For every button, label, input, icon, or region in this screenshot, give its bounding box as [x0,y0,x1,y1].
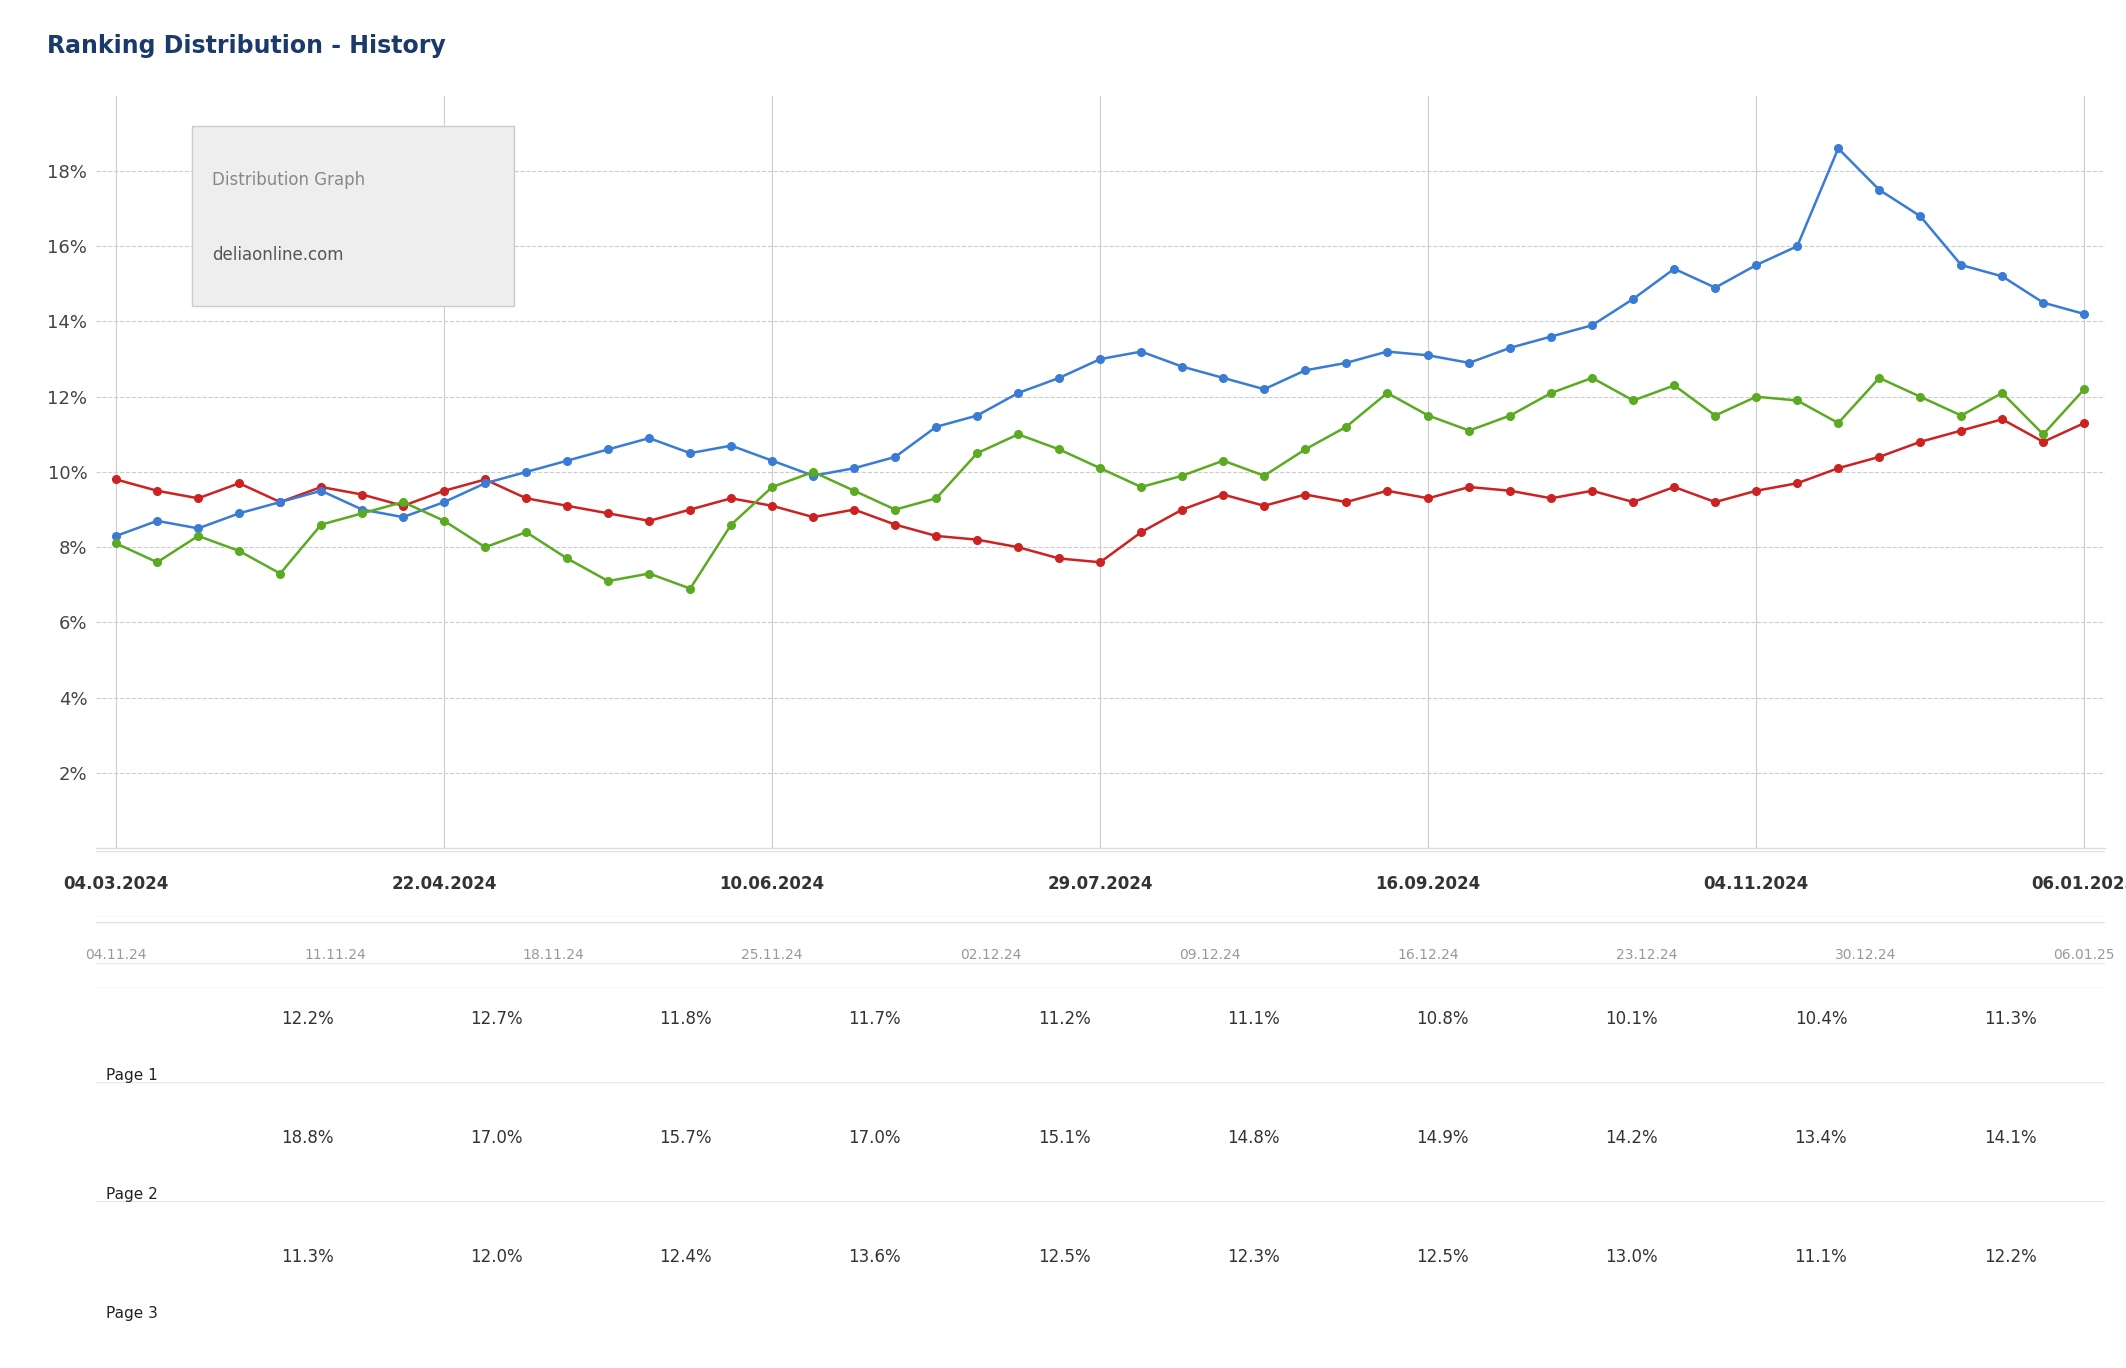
Text: 04.11.2024: 04.11.2024 [1703,874,1809,893]
Text: 29.07.2024: 29.07.2024 [1048,874,1152,893]
Text: 16.12.24: 16.12.24 [1397,948,1458,962]
FancyBboxPatch shape [191,126,514,306]
Text: 12.3%: 12.3% [1227,1248,1280,1267]
Text: 22.04.2024: 22.04.2024 [391,874,497,893]
Text: 12.4%: 12.4% [659,1248,712,1267]
Text: Page 2: Page 2 [106,1187,157,1201]
Text: 06.01.25: 06.01.25 [2054,948,2115,962]
Text: 02.12.24: 02.12.24 [961,948,1023,962]
Text: 23.12.24: 23.12.24 [1616,948,1677,962]
Text: 18.8%: 18.8% [281,1129,334,1148]
Text: 04.11.24: 04.11.24 [85,948,147,962]
Text: 11.1%: 11.1% [1227,1010,1280,1029]
Text: 12.5%: 12.5% [1416,1248,1469,1267]
Text: 11.8%: 11.8% [659,1010,712,1029]
Text: deliaonline.com: deliaonline.com [213,246,344,264]
Text: Page 1: Page 1 [106,1067,157,1082]
Text: 11.2%: 11.2% [1037,1010,1091,1029]
Text: 11.3%: 11.3% [1984,1010,2037,1029]
Text: 13.0%: 13.0% [1605,1248,1658,1267]
Text: 14.8%: 14.8% [1227,1129,1280,1148]
Text: 12.2%: 12.2% [281,1010,334,1029]
Text: ✓: ✓ [123,1131,134,1145]
Text: 16.09.2024: 16.09.2024 [1376,874,1482,893]
Text: 06.01.2025: 06.01.2025 [2032,874,2126,893]
Text: 14.2%: 14.2% [1605,1129,1658,1148]
Text: 10.8%: 10.8% [1416,1010,1469,1029]
Text: 13.6%: 13.6% [848,1248,901,1267]
Text: Ranking Distribution - History: Ranking Distribution - History [47,34,446,59]
Text: 13.4%: 13.4% [1794,1129,1847,1148]
Text: Page 3: Page 3 [106,1305,157,1320]
Text: 15.7%: 15.7% [659,1129,712,1148]
Text: 12.0%: 12.0% [470,1248,523,1267]
Text: 18.11.24: 18.11.24 [523,948,585,962]
Text: ✓: ✓ [123,1012,134,1026]
Text: 04.03.2024: 04.03.2024 [64,874,168,893]
Text: 10.06.2024: 10.06.2024 [719,874,825,893]
Text: 17.0%: 17.0% [848,1129,901,1148]
Text: 10.4%: 10.4% [1794,1010,1847,1029]
Text: 25.11.24: 25.11.24 [742,948,804,962]
Text: 15.1%: 15.1% [1037,1129,1091,1148]
Text: 11.11.24: 11.11.24 [304,948,366,962]
Text: 14.1%: 14.1% [1984,1129,2037,1148]
Text: Distribution Graph: Distribution Graph [213,171,366,189]
Text: 09.12.24: 09.12.24 [1178,948,1239,962]
Text: 11.7%: 11.7% [848,1010,901,1029]
Text: 12.7%: 12.7% [470,1010,523,1029]
Text: ✓: ✓ [123,1250,134,1264]
Text: 30.12.24: 30.12.24 [1835,948,1896,962]
Text: 11.3%: 11.3% [281,1248,334,1267]
Text: 14.9%: 14.9% [1416,1129,1469,1148]
Text: 12.5%: 12.5% [1037,1248,1091,1267]
Text: 11.1%: 11.1% [1794,1248,1847,1267]
Text: 10.1%: 10.1% [1605,1010,1658,1029]
Text: 12.2%: 12.2% [1984,1248,2037,1267]
Text: 17.0%: 17.0% [470,1129,523,1148]
